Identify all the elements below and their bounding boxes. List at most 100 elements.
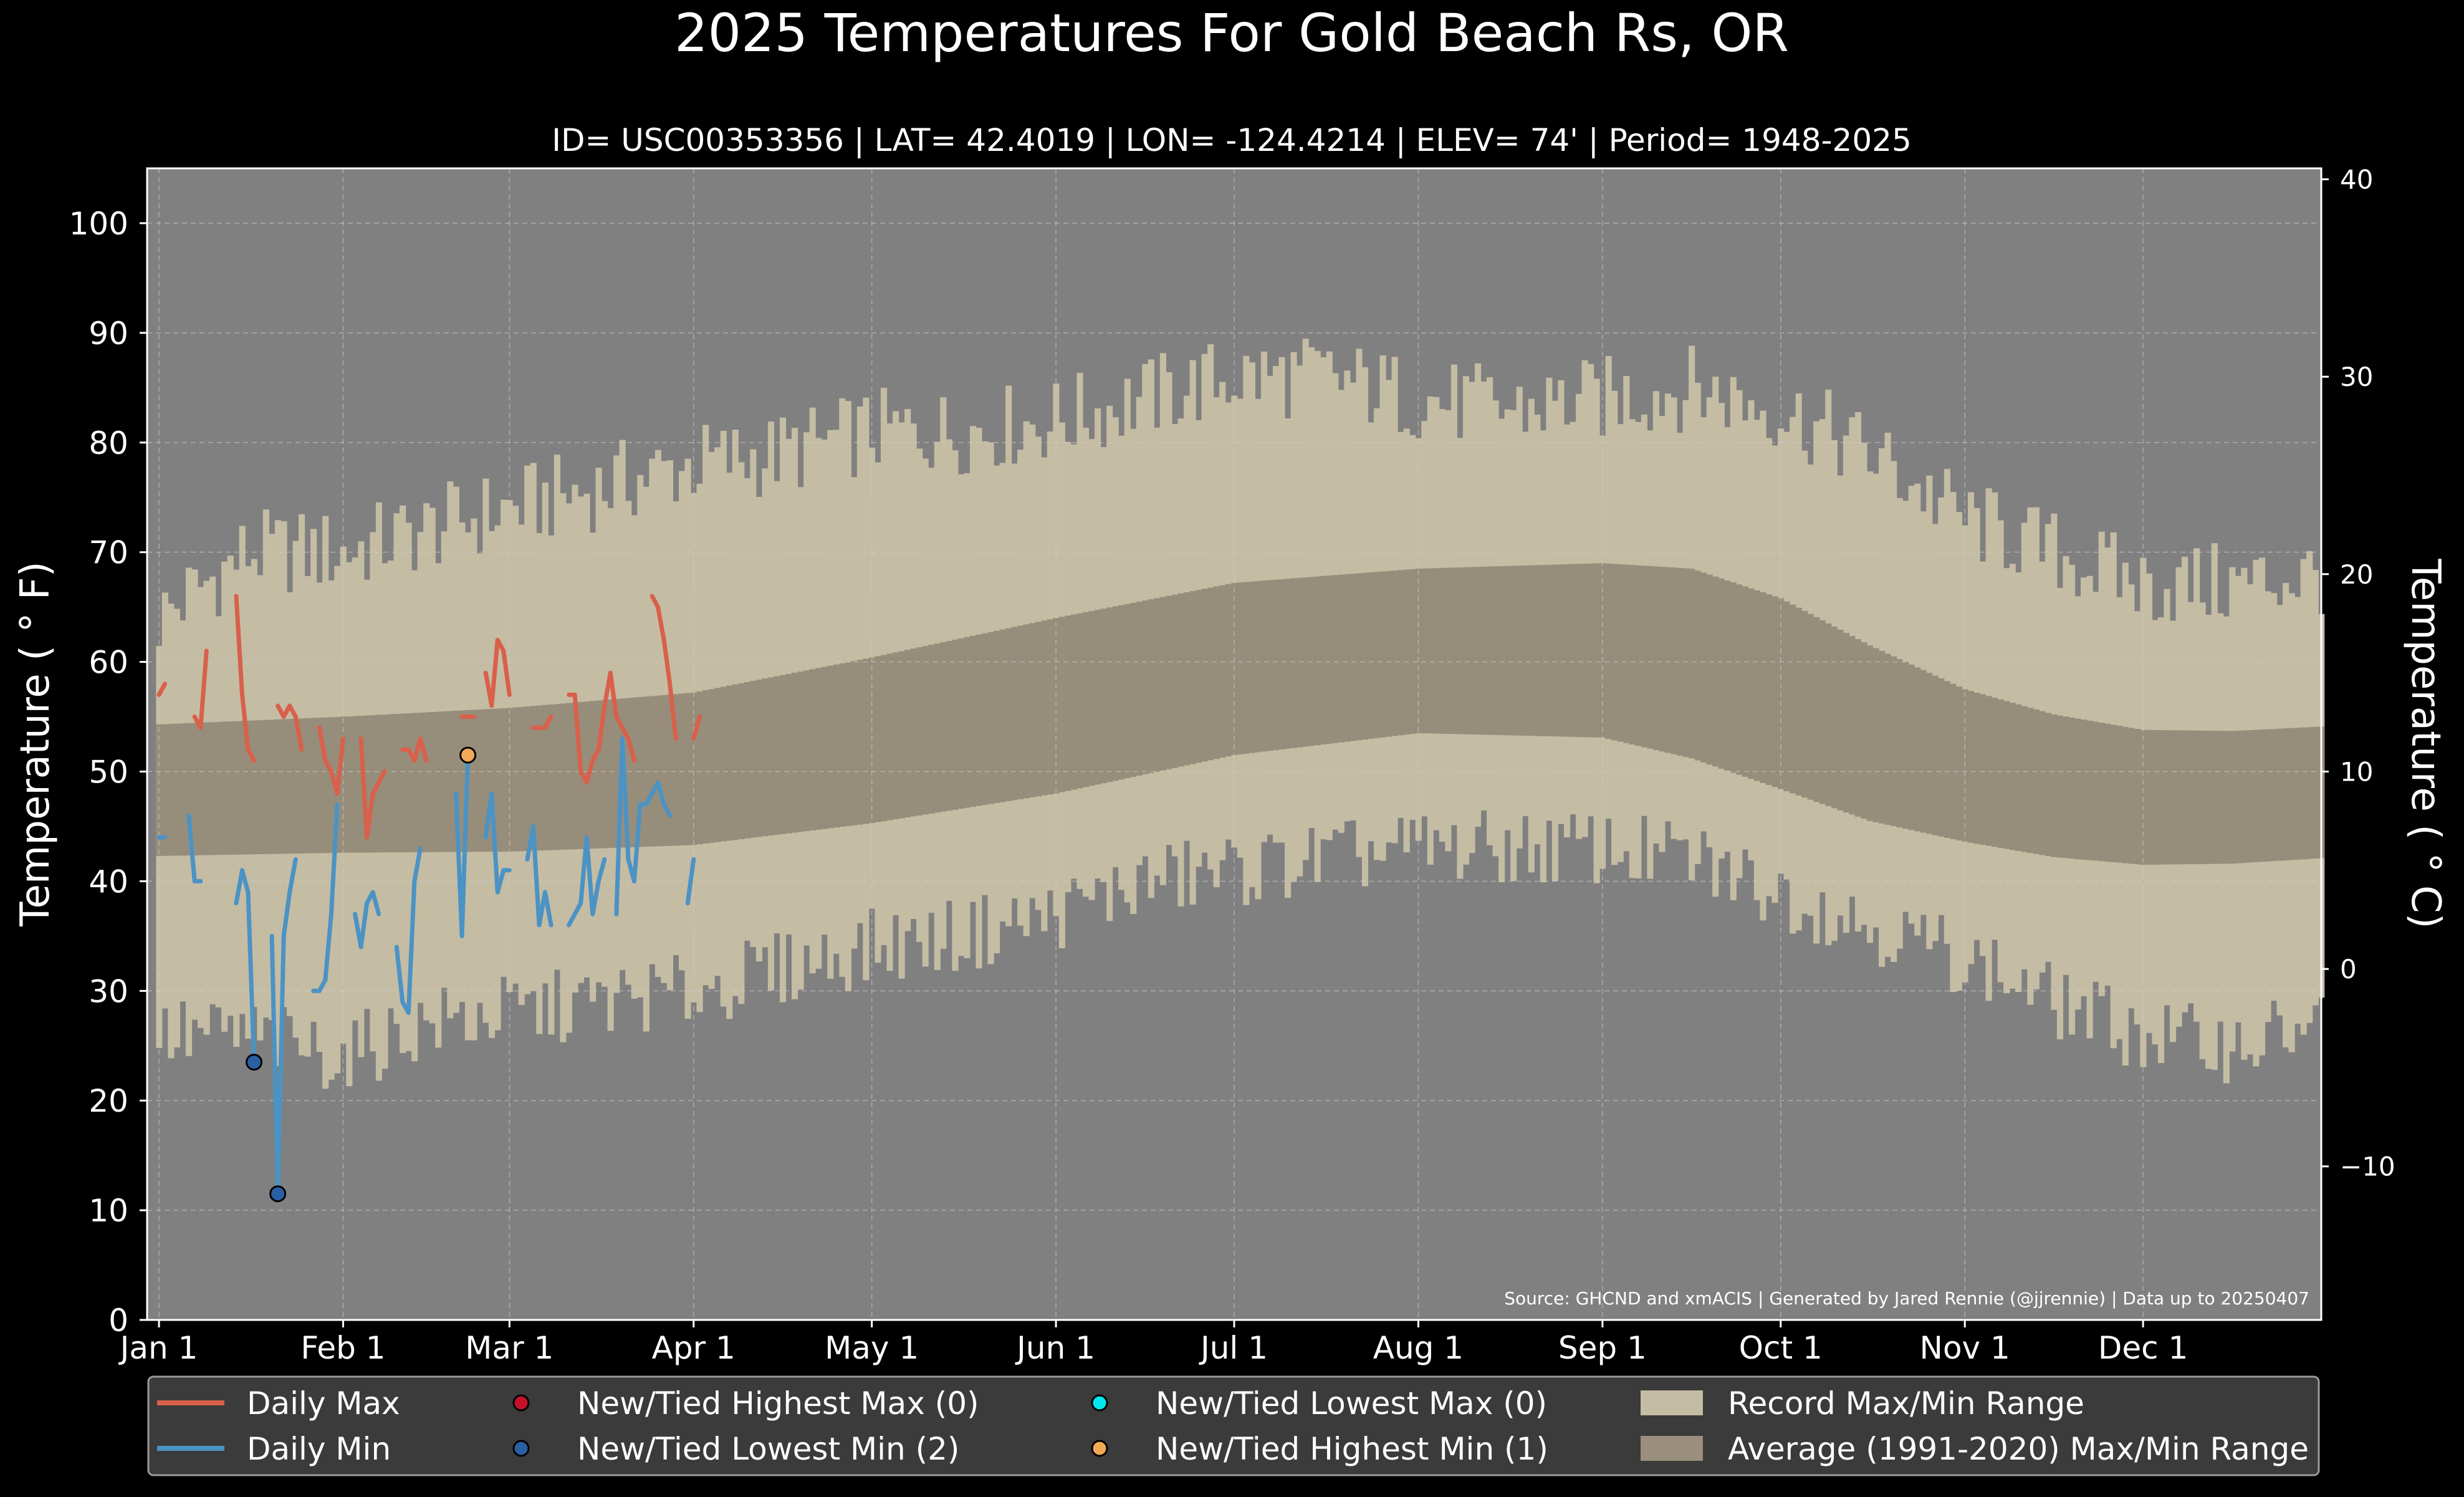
normal-range-bar	[560, 703, 567, 850]
daily-min-line	[269, 857, 298, 1196]
normal-range-bar	[1730, 582, 1737, 773]
normal-range-bar	[2175, 730, 2182, 865]
normal-range-bar	[1516, 566, 1523, 736]
normal-range-bar	[1510, 566, 1517, 736]
normal-range-bar	[1183, 592, 1191, 766]
normal-range-bar	[536, 705, 543, 851]
normal-range-bar	[233, 721, 240, 855]
normal-range-bar	[198, 723, 204, 855]
normal-range-bar	[649, 696, 656, 847]
normal-range-bar	[602, 700, 608, 849]
normal-range-bar	[987, 632, 994, 804]
normal-range-bar	[595, 700, 602, 849]
daily-min-line	[483, 791, 512, 895]
normal-range-bar	[328, 717, 335, 853]
record-event-marker	[246, 1054, 263, 1071]
normal-range-bar	[1647, 566, 1654, 749]
normal-range-bar	[1011, 627, 1018, 801]
normal-range-bar	[654, 695, 661, 847]
normal-range-bar	[1106, 607, 1113, 782]
normal-range-bar	[1058, 617, 1065, 792]
normal-range-bar	[286, 719, 294, 854]
normal-range-bar	[2205, 730, 2212, 864]
normal-range-bar	[310, 718, 317, 854]
y-tick-label: 20	[89, 1083, 128, 1119]
normal-range-bar	[1344, 574, 1351, 742]
normal-range-bar	[2169, 730, 2177, 865]
y2-axis-label: Temperature ( ° C)	[2402, 558, 2448, 928]
normal-range-bar	[1611, 564, 1618, 741]
normal-range-bar	[946, 640, 952, 811]
normal-range-bar	[2288, 728, 2295, 860]
normal-range-bar	[2294, 728, 2301, 860]
normal-range-bar	[1047, 619, 1053, 795]
normal-range-bar	[720, 686, 727, 842]
normal-range-bar	[1790, 604, 1796, 794]
normal-range-bar	[292, 718, 299, 854]
normal-range-bar	[1386, 570, 1393, 737]
normal-range-bar	[1540, 565, 1546, 736]
normal-range-bar	[363, 715, 370, 853]
normal-range-bar	[1872, 648, 1879, 822]
normal-range-bar	[476, 709, 484, 852]
normal-range-bar	[904, 650, 911, 817]
normal-range-bar	[221, 721, 228, 855]
normal-range-bar	[797, 671, 804, 832]
normal-range-bar	[518, 706, 525, 852]
normal-range-bar	[845, 662, 851, 826]
normal-range-bar	[1652, 566, 1659, 750]
normal-range-bar	[1487, 566, 1493, 735]
normal-range-bar	[346, 716, 353, 853]
normal-range-bar	[2110, 724, 2117, 862]
normal-range-bar	[1581, 564, 1588, 738]
normal-range-bar	[2199, 730, 2206, 864]
normal-range-bar	[215, 721, 222, 855]
normal-range-bar	[1338, 574, 1345, 743]
normal-range-bar	[839, 663, 846, 827]
daily-min-line	[454, 753, 471, 938]
normal-range-bar	[1207, 587, 1214, 761]
normal-range-bar	[322, 717, 329, 854]
legend-label: Record Max/Min Range	[1728, 1385, 2084, 1422]
normal-range-bar	[1676, 567, 1684, 756]
normal-range-bar	[708, 689, 715, 843]
normal-range-bar	[370, 715, 376, 853]
y-axis-label: Temperature ( ° F)	[12, 561, 59, 927]
normal-range-bar	[1379, 571, 1386, 738]
normal-range-bar	[1166, 595, 1172, 769]
x-tick-label: Sep 1	[1558, 1330, 1647, 1366]
daily-min-line	[567, 835, 607, 928]
normal-range-bar	[429, 711, 436, 852]
normal-range-bar	[1641, 566, 1647, 748]
normal-range-bar	[1843, 633, 1849, 813]
normal-range-bar	[387, 714, 395, 853]
normal-range-bar	[1035, 622, 1042, 797]
normal-range-bar	[340, 716, 347, 853]
legend-label: Daily Min	[247, 1431, 391, 1467]
normal-range-bar	[976, 634, 982, 806]
normal-range-bar	[209, 722, 216, 855]
normal-range-bar	[863, 658, 870, 824]
y-tick-label: 100	[69, 206, 128, 242]
normal-range-bar	[1712, 576, 1719, 767]
normal-range-bar	[1237, 582, 1244, 754]
normal-range-bar	[1076, 613, 1083, 789]
normal-range-bar	[2021, 706, 2028, 852]
normal-range-bar	[530, 706, 537, 851]
normal-range-bar	[2246, 729, 2254, 863]
normal-range-bar	[1950, 683, 1957, 839]
legend-swatch-patch	[1641, 1390, 1703, 1415]
normal-range-bar	[803, 670, 810, 832]
legend-swatch-dot	[512, 1394, 530, 1412]
normal-range-bar	[2116, 726, 2123, 863]
normal-range-bar	[1771, 596, 1778, 787]
x-tick-label: Aug 1	[1373, 1330, 1464, 1366]
normal-range-bar	[1361, 572, 1369, 740]
y-tick-label: 60	[89, 645, 128, 681]
normal-range-bar	[928, 645, 935, 814]
normal-range-bar	[1201, 589, 1208, 762]
normal-range-bar	[1694, 570, 1701, 761]
y-tick-label: 40	[89, 864, 128, 900]
normal-range-bar	[880, 655, 888, 822]
